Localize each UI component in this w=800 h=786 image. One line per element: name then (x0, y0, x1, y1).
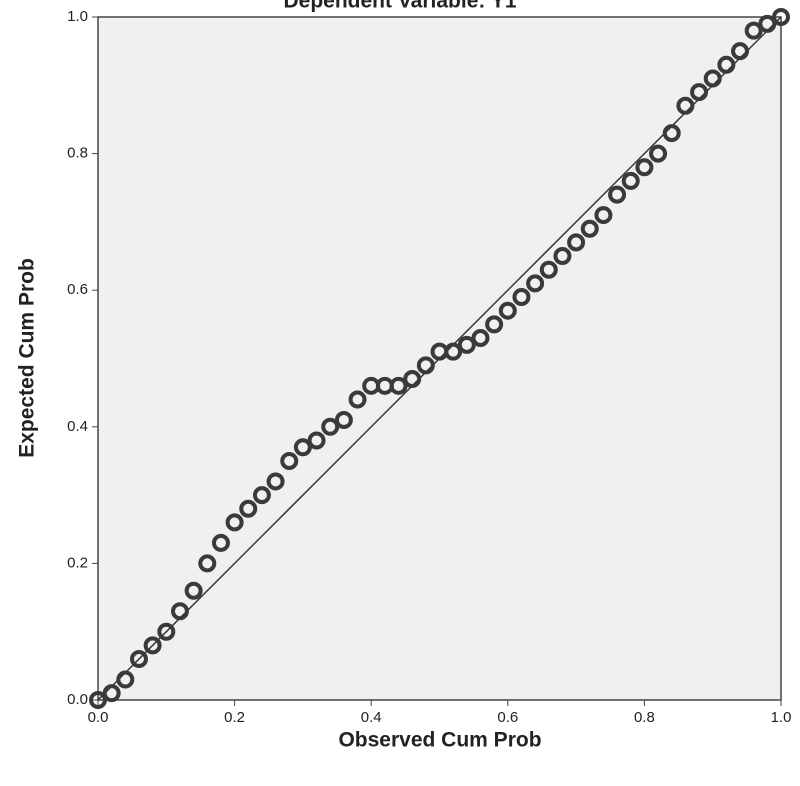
point (307, 431, 326, 450)
point (403, 369, 422, 388)
point (758, 14, 777, 33)
point (690, 83, 709, 102)
x-tick-label: 0.8 (634, 709, 655, 726)
point (334, 410, 353, 429)
y-tick-label: 0.4 (67, 418, 88, 435)
point (129, 650, 148, 669)
point (321, 417, 340, 436)
point (744, 21, 763, 40)
point (225, 513, 244, 532)
y-tick-label: 0.0 (67, 691, 88, 708)
x-tick-label: 0.0 (88, 709, 109, 726)
point (348, 390, 367, 409)
point (772, 8, 790, 26)
point (389, 376, 408, 395)
x-tick-label: 0.2 (224, 709, 245, 726)
point (416, 356, 435, 375)
point (608, 185, 627, 204)
point (498, 301, 517, 320)
point (157, 622, 176, 641)
point (512, 288, 531, 307)
point (116, 670, 135, 689)
point (444, 342, 463, 361)
point (621, 171, 640, 190)
point (717, 55, 736, 74)
point (635, 158, 654, 177)
point (239, 499, 258, 518)
point (143, 636, 162, 655)
point (526, 274, 545, 293)
point (485, 315, 504, 334)
y-tick-label: 1.0 (67, 8, 88, 25)
point (266, 472, 285, 491)
point (184, 581, 203, 600)
point (731, 42, 750, 61)
x-tick-label: 1.0 (771, 709, 792, 726)
point (280, 451, 299, 470)
point (170, 602, 189, 621)
x-tick-label: 0.4 (361, 709, 382, 726)
y-axis-title: Expected Cum Prob (16, 258, 39, 458)
x-axis-title: Observed Cum Prob (338, 729, 541, 752)
point (567, 233, 586, 252)
point (198, 554, 217, 573)
point (662, 124, 681, 143)
plot: 0.0 0.2 0.4 0.6 0.8 1.0 0.0 0.2 0.4 0.6 0.8 1.0 (67, 8, 791, 726)
point (539, 260, 558, 279)
y-tick-label: 0.2 (67, 554, 88, 571)
point (457, 335, 476, 354)
point (293, 438, 312, 457)
chart-title: Dependent Variable: Y1 (283, 0, 516, 13)
point (676, 96, 695, 115)
point (89, 691, 107, 709)
y-tick-label: 0.6 (67, 281, 88, 298)
point (594, 206, 613, 225)
x-tick-label: 0.6 (497, 709, 518, 726)
point (580, 219, 599, 238)
y-tick-label: 0.8 (67, 145, 88, 162)
point (553, 247, 572, 266)
point (211, 533, 230, 552)
point (703, 69, 722, 88)
point (649, 144, 668, 163)
point (471, 329, 490, 348)
point (102, 684, 121, 703)
point (252, 486, 271, 505)
